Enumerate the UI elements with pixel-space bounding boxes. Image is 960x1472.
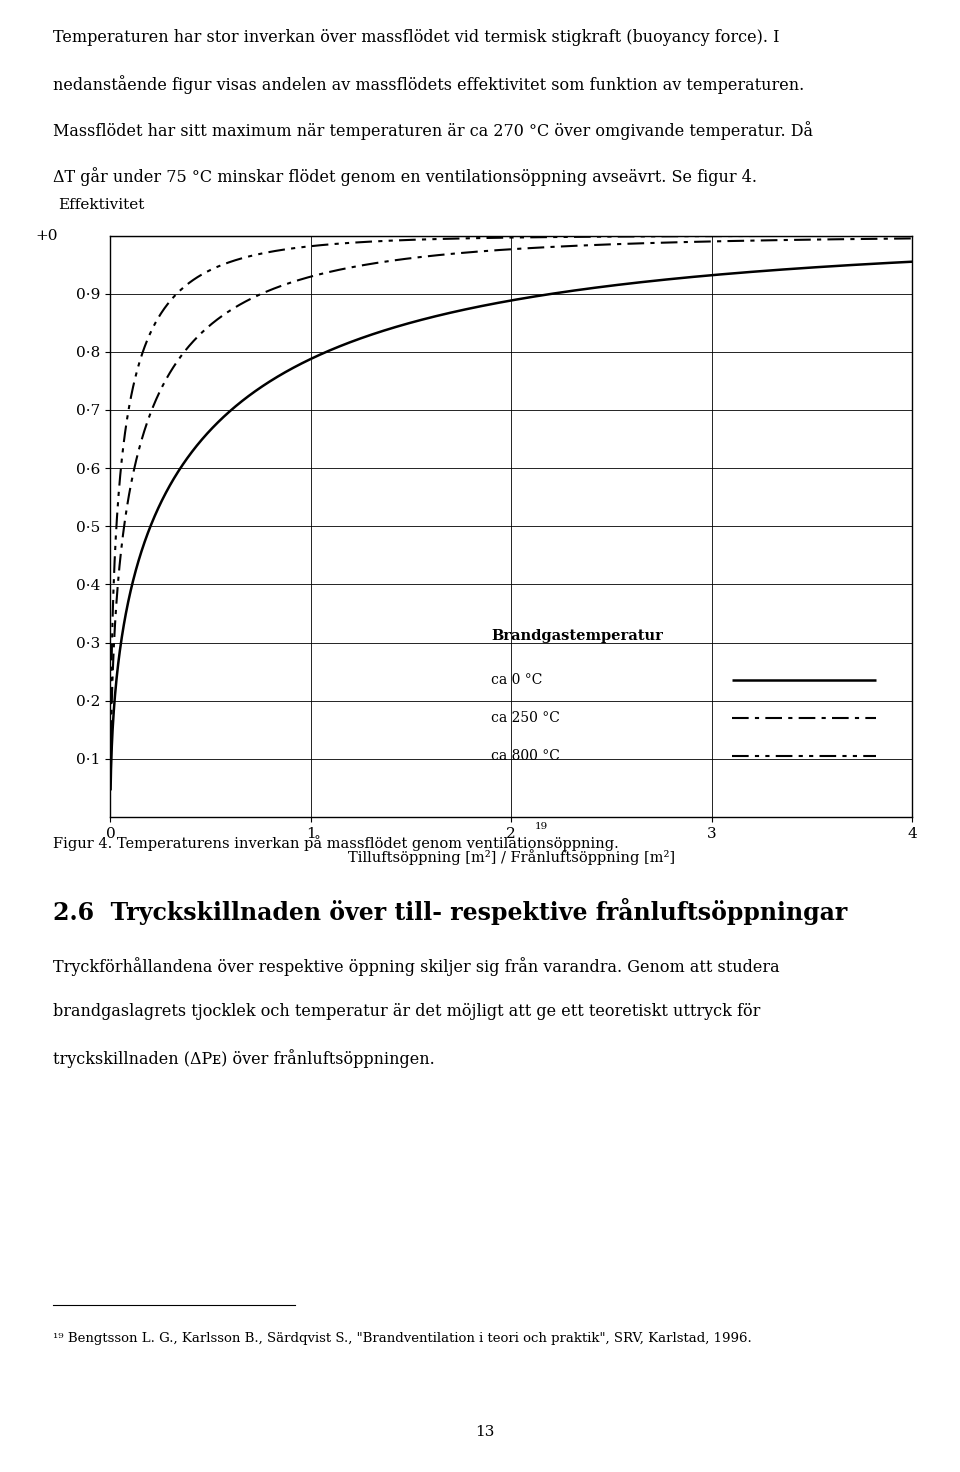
Text: Brandgastemperatur: Brandgastemperatur (492, 629, 663, 642)
ca 250 (105, 761, 116, 779)
Text: brandgaslagrets tjocklek och temperatur är det möjligt att ge ett teoretiskt utt: brandgaslagrets tjocklek och temperatur … (53, 1002, 760, 1020)
Text: ¹⁹ Bengtsson L. G., Karlsson B., Särdqvist S., "Brandventilation i teori och pra: ¹⁹ Bengtsson L. G., Karlsson B., Särdqvi… (53, 1332, 752, 1345)
Line: ca 800: ca 800 (110, 236, 912, 748)
ca 0 (883, 255, 895, 272)
Text: ca 800 °C: ca 800 °C (492, 749, 560, 762)
ca 0 (882, 255, 894, 272)
ca 0 (494, 293, 506, 311)
Text: 13: 13 (475, 1425, 494, 1438)
Text: 19: 19 (535, 821, 548, 830)
Text: Temperaturen har stor inverkan över massflödet vid termisk stigkraft (buoyancy f: Temperaturen har stor inverkan över mass… (53, 29, 780, 47)
Line: ca 0: ca 0 (110, 262, 912, 789)
ca 800 (105, 739, 116, 757)
ca 800 (146, 322, 157, 340)
Text: ΔT går under 75 °C minskar flödet genom en ventilationsöppning avseävrt. Se figu: ΔT går under 75 °C minskar flödet genom … (53, 168, 756, 187)
ca 800 (906, 227, 918, 244)
ca 0 (105, 780, 116, 798)
Text: Tryckförhållandena över respektive öppning skiljer sig från varandra. Genom att : Tryckförhållandena över respektive öppni… (53, 957, 780, 976)
Text: nedanstående figur visas andelen av massflödets effektivitet som funktion av tem: nedanstående figur visas andelen av mass… (53, 75, 804, 94)
ca 800 (473, 230, 485, 247)
Text: +0: +0 (36, 228, 59, 243)
ca 250 (736, 233, 748, 250)
ca 800 (736, 227, 748, 244)
ca 250 (494, 241, 506, 259)
Text: Massflödet har sitt maximum när temperaturen är ca 270 °C över omgivande tempera: Massflödet har sitt maximum när temperat… (53, 122, 813, 140)
ca 800 (882, 227, 894, 244)
Text: ca 0 °C: ca 0 °C (492, 673, 542, 687)
ca 0 (736, 263, 748, 281)
ca 0 (146, 515, 157, 533)
Text: 2.6  Tryckskillnaden över till- respektive frånluftsöppningar: 2.6 Tryckskillnaden över till- respektiv… (53, 898, 847, 924)
ca 250 (883, 230, 895, 247)
ca 250 (473, 243, 485, 261)
ca 250 (146, 402, 157, 420)
ca 0 (906, 253, 918, 271)
ca 800 (494, 228, 506, 246)
ca 800 (883, 227, 895, 244)
Text: tryckskillnaden (ΔPᴇ) över frånluftsöppningen.: tryckskillnaden (ΔPᴇ) över frånluftsöppn… (53, 1050, 435, 1069)
Text: Figur 4. Temperaturens inverkan på massflödet genom ventilationsöppning.: Figur 4. Temperaturens inverkan på massf… (53, 835, 618, 851)
ca 0 (473, 297, 485, 315)
Text: ca 250 °C: ca 250 °C (492, 711, 560, 726)
Text: Effektivitet: Effektivitet (59, 199, 145, 212)
Line: ca 250: ca 250 (110, 238, 912, 770)
X-axis label: Tilluftsöppning [m²] / Frånluftsöppning [m²]: Tilluftsöppning [m²] / Frånluftsöppning … (348, 849, 675, 866)
ca 250 (906, 230, 918, 247)
ca 250 (882, 230, 894, 247)
